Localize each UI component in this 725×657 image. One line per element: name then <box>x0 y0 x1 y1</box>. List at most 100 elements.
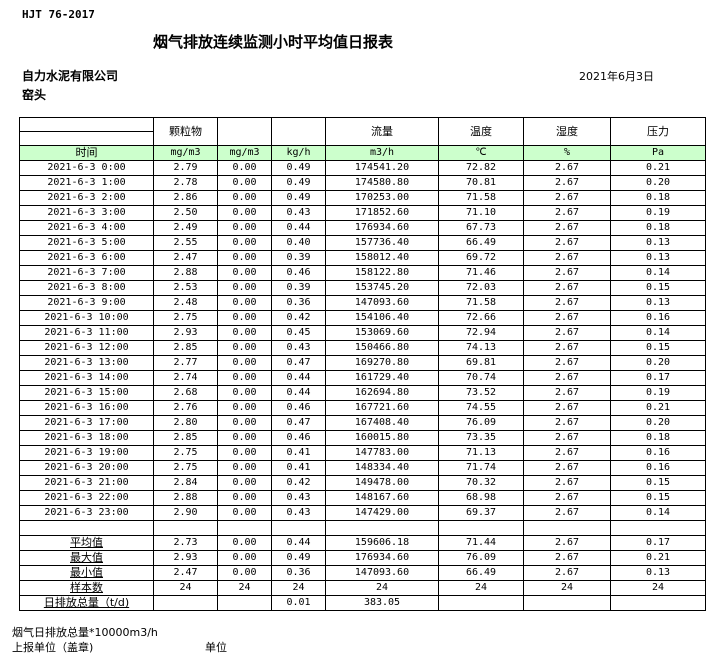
table-cell: 147429.00 <box>325 505 439 521</box>
summary-cell <box>610 595 706 611</box>
table-cell: 2.67 <box>523 235 611 251</box>
table-cell: 2.67 <box>523 220 611 236</box>
table-cell: 0.47 <box>271 415 326 431</box>
table-cell: 2021-6-3 5:00 <box>19 235 154 251</box>
table-cell: 0.44 <box>271 370 326 386</box>
footer-note: 烟气日排放总量*10000m3/h <box>12 626 158 639</box>
table-cell: 147093.60 <box>325 295 439 311</box>
table-cell: 0.46 <box>271 400 326 416</box>
table-cell: 2.67 <box>523 250 611 266</box>
table-cell: 2.75 <box>153 445 218 461</box>
table-cell: 2.67 <box>523 295 611 311</box>
summary-cell: 147093.60 <box>325 565 439 581</box>
table-row: 2021-6-3 13:00 2.77 0.00 0.47 169270.80 69.81… <box>19 355 706 371</box>
table-cell: 158122.80 <box>325 265 439 281</box>
table-cell: 2.48 <box>153 295 218 311</box>
table-cell: 2021-6-3 10:00 <box>19 310 154 326</box>
table-cell: 2021-6-3 12:00 <box>19 340 154 356</box>
reporting-unit-label: 上报单位（盖章) <box>12 641 94 654</box>
table-cell: 70.32 <box>438 475 524 491</box>
table-cell: 0.00 <box>217 340 272 356</box>
table-cell: 2021-6-3 21:00 <box>19 475 154 491</box>
table-cell: 0.41 <box>271 445 326 461</box>
table-cell: 0.47 <box>271 355 326 371</box>
table-cell: 0.00 <box>217 460 272 476</box>
table-cell: 0.20 <box>610 415 706 431</box>
summary-cell: 24 <box>153 580 218 596</box>
table-cell: 70.81 <box>438 175 524 191</box>
table-cell: 0.43 <box>271 490 326 506</box>
table-cell: 170253.00 <box>325 190 439 206</box>
summary-cell <box>438 595 524 611</box>
table-cell: 71.74 <box>438 460 524 476</box>
table-cell: 0.42 <box>271 475 326 491</box>
table-row: 2021-6-3 17:00 2.80 0.00 0.47 167408.40 76.09… <box>19 415 706 431</box>
table-cell: 0.00 <box>217 160 272 176</box>
table-cell: 0.00 <box>217 385 272 401</box>
unit-cell: % <box>523 145 611 161</box>
header-row: 颗粒物 流量 温度 湿度 压力 <box>19 117 706 146</box>
table-cell: 0.18 <box>610 430 706 446</box>
summary-cell: 0.00 <box>217 550 272 566</box>
table-row: 2021-6-3 18:00 2.85 0.00 0.46 160015.80 73.35… <box>19 430 706 446</box>
summary-cell: 0.36 <box>271 565 326 581</box>
table-row: 2021-6-3 6:00 2.47 0.00 0.39 158012.40 69.72 2… <box>19 250 706 266</box>
table-cell: 0.17 <box>610 370 706 386</box>
table-cell: 2.49 <box>153 220 218 236</box>
table-cell: 2.67 <box>523 265 611 281</box>
summary-cell: 0.00 <box>217 535 272 551</box>
table-cell: 2021-6-3 14:00 <box>19 370 154 386</box>
units-row: 时间 mg/m3 mg/m3 kg/h m3/h ℃% Pa <box>19 145 706 161</box>
table-cell: 2021-6-3 13:00 <box>19 355 154 371</box>
table-cell: 0.43 <box>271 505 326 521</box>
table-cell: 2.93 <box>153 325 218 341</box>
header-cell-blank <box>19 131 154 146</box>
header-cell: 流量 <box>325 117 439 146</box>
blank-cell <box>271 520 326 536</box>
table-cell: 167721.60 <box>325 400 439 416</box>
summary-cell: 2.67 <box>523 535 611 551</box>
table-cell: 169270.80 <box>325 355 439 371</box>
table-cell: 2.67 <box>523 175 611 191</box>
table-cell: 148334.40 <box>325 460 439 476</box>
table-row: 2021-6-3 4:00 2.49 0.00 0.44 176934.60 67.73 2… <box>19 220 706 236</box>
table-cell: 72.82 <box>438 160 524 176</box>
table-cell: 157736.40 <box>325 235 439 251</box>
table-cell: 2021-6-3 3:00 <box>19 205 154 221</box>
table-cell: 0.41 <box>271 460 326 476</box>
table-cell: 2.80 <box>153 415 218 431</box>
table-cell: 2021-6-3 0:00 <box>19 160 154 176</box>
table-cell: 2021-6-3 18:00 <box>19 430 154 446</box>
table-cell: 0.15 <box>610 490 706 506</box>
summary-cell: 24 <box>610 580 706 596</box>
table-cell: 2021-6-3 23:00 <box>19 505 154 521</box>
table-cell: 0.00 <box>217 175 272 191</box>
table-cell: 2021-6-3 8:00 <box>19 280 154 296</box>
table-cell: 0.15 <box>610 280 706 296</box>
table-cell: 0.16 <box>610 460 706 476</box>
unit-cell: m3/h <box>325 145 439 161</box>
table-cell: 2.67 <box>523 325 611 341</box>
table-cell: 2.88 <box>153 265 218 281</box>
table-row: 2021-6-3 15:00 2.68 0.00 0.44 162694.80 73.52… <box>19 385 706 401</box>
table-cell: 2.74 <box>153 370 218 386</box>
table-cell: 2.79 <box>153 160 218 176</box>
table-cell: 0.00 <box>217 220 272 236</box>
table-cell: 2021-6-3 6:00 <box>19 250 154 266</box>
blank-cell <box>153 520 218 536</box>
table-cell: 73.35 <box>438 430 524 446</box>
table-cell: 0.00 <box>217 190 272 206</box>
table-cell: 0.39 <box>271 250 326 266</box>
table-cell: 71.13 <box>438 445 524 461</box>
summary-cell: 176934.60 <box>325 550 439 566</box>
table-cell: 2.50 <box>153 205 218 221</box>
table-row: 2021-6-3 1:00 2.78 0.00 0.49 174580.80 70.81 2… <box>19 175 706 191</box>
table-cell: 72.94 <box>438 325 524 341</box>
summary-label: 最小值 <box>19 565 154 581</box>
table-cell: 2.67 <box>523 400 611 416</box>
table-cell: 2.67 <box>523 190 611 206</box>
table-cell: 2021-6-3 9:00 <box>19 295 154 311</box>
table-cell: 71.58 <box>438 295 524 311</box>
table-cell: 73.52 <box>438 385 524 401</box>
table-cell: 2.67 <box>523 310 611 326</box>
